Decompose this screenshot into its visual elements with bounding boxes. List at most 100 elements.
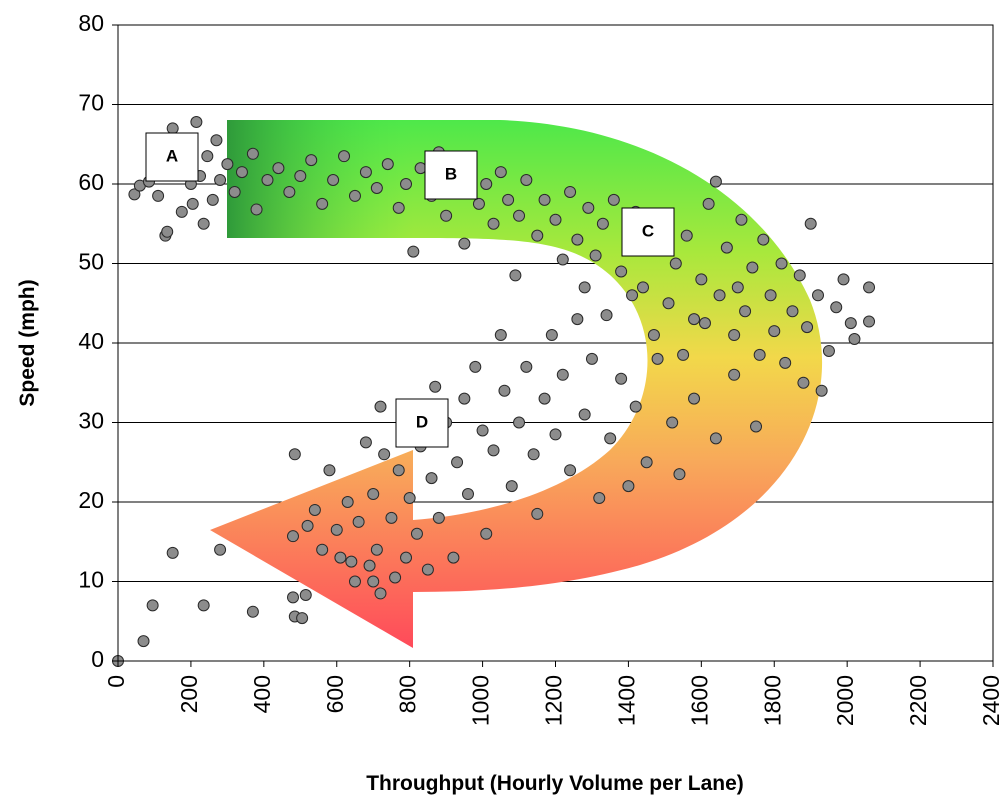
point bbox=[392, 201, 405, 214]
point bbox=[647, 329, 660, 342]
point bbox=[261, 174, 274, 187]
point bbox=[564, 464, 577, 477]
point bbox=[750, 420, 763, 433]
x-tick-label: 1800 bbox=[759, 675, 785, 726]
point bbox=[863, 315, 876, 328]
point bbox=[221, 158, 234, 171]
point bbox=[640, 456, 653, 469]
point bbox=[175, 205, 188, 218]
x-tick-label: 200 bbox=[176, 675, 202, 713]
point bbox=[348, 189, 361, 202]
x-tick-label: 2400 bbox=[978, 675, 1004, 726]
point bbox=[287, 591, 299, 604]
point bbox=[381, 158, 394, 171]
point bbox=[830, 301, 843, 314]
point bbox=[607, 193, 620, 206]
point bbox=[166, 546, 179, 559]
y-tick-label: 80 bbox=[78, 10, 104, 36]
point bbox=[520, 174, 533, 187]
point bbox=[564, 185, 577, 198]
point bbox=[338, 150, 351, 163]
point bbox=[637, 281, 649, 294]
point bbox=[299, 589, 312, 602]
point bbox=[596, 217, 609, 230]
x-tick-label: 1000 bbox=[468, 675, 494, 726]
point bbox=[214, 174, 227, 187]
point bbox=[128, 188, 141, 201]
point bbox=[403, 492, 416, 505]
y-axis-label: Speed (mph) bbox=[16, 279, 39, 406]
point bbox=[296, 612, 309, 625]
x-axis-label: Throughput (Hourly Volume per Lane) bbox=[366, 772, 744, 795]
point bbox=[775, 257, 788, 270]
point bbox=[677, 348, 690, 361]
point bbox=[812, 289, 824, 302]
point bbox=[348, 575, 361, 588]
point bbox=[698, 317, 711, 330]
point bbox=[359, 436, 372, 449]
point bbox=[363, 559, 376, 572]
point bbox=[469, 360, 482, 373]
point bbox=[425, 472, 438, 485]
point bbox=[327, 174, 340, 187]
point bbox=[863, 281, 876, 294]
point bbox=[447, 551, 460, 564]
point bbox=[359, 166, 372, 179]
point bbox=[604, 432, 617, 445]
annotation-box bbox=[145, 132, 199, 182]
point bbox=[509, 269, 522, 282]
point bbox=[370, 543, 383, 556]
point bbox=[410, 527, 423, 540]
point bbox=[305, 154, 318, 167]
point bbox=[374, 400, 387, 413]
x-tick-label: 0 bbox=[103, 675, 129, 688]
point bbox=[246, 147, 259, 160]
point bbox=[822, 344, 835, 357]
point bbox=[407, 245, 420, 258]
point bbox=[695, 273, 708, 286]
point bbox=[414, 162, 427, 175]
point bbox=[385, 511, 398, 524]
point bbox=[556, 368, 569, 381]
point bbox=[494, 329, 507, 342]
point bbox=[815, 384, 828, 397]
annotation-label: C bbox=[642, 221, 654, 240]
point bbox=[294, 170, 307, 183]
point bbox=[626, 289, 639, 302]
annotation-label: B bbox=[445, 164, 457, 183]
point bbox=[538, 193, 551, 206]
point bbox=[389, 571, 402, 584]
point bbox=[669, 257, 682, 270]
point bbox=[440, 209, 453, 222]
point bbox=[713, 289, 726, 302]
point bbox=[702, 197, 715, 210]
point bbox=[549, 428, 562, 441]
point bbox=[779, 356, 792, 369]
annotation-box bbox=[424, 150, 478, 200]
point bbox=[206, 193, 219, 206]
point bbox=[316, 543, 329, 556]
point bbox=[520, 360, 533, 373]
point bbox=[480, 178, 493, 190]
x-tick-label: 800 bbox=[395, 675, 421, 713]
point bbox=[593, 492, 606, 505]
point bbox=[250, 203, 263, 216]
point bbox=[786, 305, 799, 318]
point bbox=[462, 488, 474, 501]
annotations: A B C D bbox=[145, 132, 675, 448]
point bbox=[210, 134, 223, 147]
point bbox=[502, 193, 515, 206]
point bbox=[709, 175, 722, 188]
point bbox=[246, 605, 259, 618]
x-tick-label: 1600 bbox=[686, 675, 712, 726]
annotation-box bbox=[621, 207, 675, 257]
point bbox=[137, 635, 150, 648]
point bbox=[801, 321, 814, 334]
point bbox=[728, 368, 741, 381]
point bbox=[228, 185, 241, 198]
point bbox=[214, 543, 227, 556]
point bbox=[487, 217, 500, 230]
point bbox=[498, 384, 511, 397]
point bbox=[432, 511, 445, 524]
